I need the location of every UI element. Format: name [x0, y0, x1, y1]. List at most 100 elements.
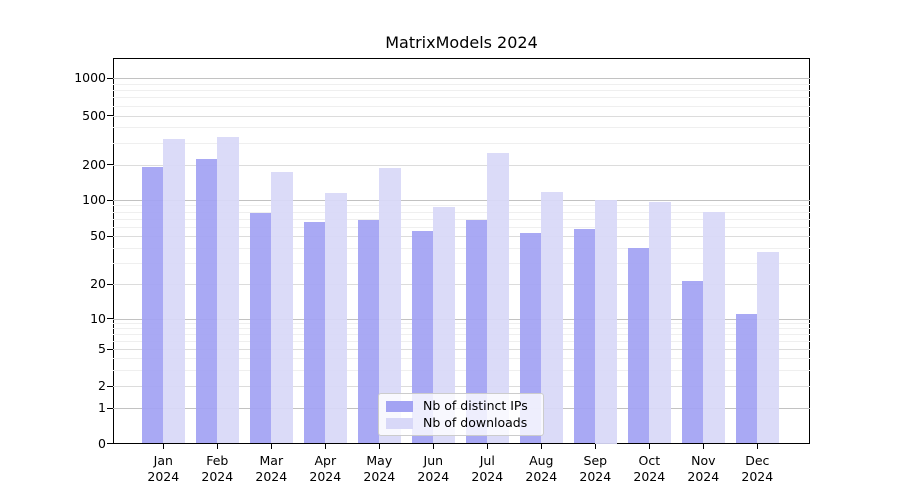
bar-downloads-Apr	[325, 192, 347, 444]
x-tick-label-Mar: Mar 2024	[255, 453, 288, 484]
mid-gridline	[113, 115, 810, 117]
y-tick-label-200: 200	[82, 156, 106, 172]
x-tick-label-Sep: Sep 2024	[579, 453, 612, 484]
x-tick-label-Oct: Oct 2024	[633, 453, 666, 484]
bar-distinct-ips-Apr	[303, 222, 326, 444]
x-tick-mark	[162, 444, 164, 449]
y-tick-mark	[107, 348, 113, 350]
minor-gridline	[113, 323, 810, 325]
legend-item-distinct-ips: Nb of distinct IPs	[379, 399, 543, 413]
bar-distinct-ips-Nov	[681, 281, 704, 444]
bar-downloads-Mar	[271, 172, 293, 444]
legend-label-distinct-ips: Nb of distinct IPs	[423, 398, 528, 413]
minor-gridline	[113, 328, 810, 330]
y-tick-mark	[107, 443, 113, 445]
bar-distinct-ips-Jul	[465, 220, 488, 444]
y-tick-mark	[107, 199, 113, 201]
x-tick-label-Jan: Jan 2024	[147, 453, 180, 484]
legend: Nb of distinct IPs Nb of downloads	[378, 393, 544, 436]
y-tick-label-500: 500	[82, 107, 106, 123]
bar-distinct-ips-Sep	[573, 229, 596, 444]
x-tick-label-Aug: Aug 2024	[525, 453, 558, 484]
y-tick-mark	[107, 318, 113, 320]
y-tick-mark	[107, 77, 113, 79]
bar-distinct-ips-Jun	[411, 231, 434, 444]
x-tick-mark	[486, 444, 488, 449]
x-tick-label-May: May 2024	[363, 453, 396, 484]
y-tick-label-20: 20	[90, 276, 106, 291]
minor-gridline	[113, 205, 810, 207]
bar-distinct-ips-Dec	[735, 313, 758, 444]
x-tick-label-Jul: Jul 2024	[471, 453, 504, 484]
bar-distinct-ips-Oct	[627, 247, 650, 444]
minor-gridline	[113, 262, 810, 264]
bar-distinct-ips-Feb	[195, 159, 218, 444]
x-tick-mark	[378, 444, 380, 449]
x-tick-mark	[540, 444, 542, 449]
y-tick-label-5: 5	[98, 341, 106, 356]
minor-gridline	[113, 334, 810, 336]
mid-gridline	[113, 284, 810, 285]
y-tick-label-1000: 1000	[74, 70, 106, 85]
y-tick-mark	[107, 385, 113, 387]
x-tick-mark	[270, 444, 272, 449]
minor-gridline	[113, 369, 810, 371]
chart-title: MatrixModels 2024	[385, 33, 538, 52]
bar-distinct-ips-May	[357, 220, 380, 444]
bar-downloads-Jun	[433, 206, 455, 444]
legend-swatch-downloads	[386, 417, 413, 429]
bar-distinct-ips-Jan	[141, 167, 164, 444]
bar-distinct-ips-Mar	[249, 212, 272, 444]
mid-gridline	[113, 164, 810, 166]
minor-gridline	[113, 127, 810, 129]
x-tick-label-Nov: Nov 2024	[687, 453, 720, 484]
y-tick-label-10: 10	[90, 310, 106, 326]
bar-downloads-May	[379, 168, 401, 444]
bar-downloads-Jan	[163, 138, 185, 444]
y-tick-mark	[107, 164, 113, 166]
minor-gridline	[113, 90, 810, 92]
y-tick-label-50: 50	[90, 228, 106, 243]
y-tick-mark	[107, 235, 113, 237]
y-tick-label-100: 100	[82, 192, 106, 207]
minor-gridline	[113, 211, 810, 213]
bar-downloads-Jul	[487, 152, 509, 444]
x-tick-label-Jun: Jun 2024	[417, 453, 450, 484]
x-tick-mark	[702, 444, 704, 449]
minor-gridline	[113, 97, 810, 99]
x-tick-mark	[324, 444, 326, 449]
minor-gridline	[113, 142, 810, 144]
plot-area	[113, 58, 810, 444]
legend-swatch-distinct-ips	[386, 400, 413, 412]
bar-downloads-Dec	[757, 251, 779, 444]
y-tick-mark	[107, 407, 113, 409]
major-gridline	[113, 318, 810, 320]
minor-gridline	[113, 218, 810, 220]
y-tick-label-1: 1	[98, 400, 106, 415]
bar-downloads-Feb	[217, 136, 239, 444]
mid-gridline	[113, 386, 810, 387]
major-gridline	[113, 78, 810, 79]
x-tick-label-Feb: Feb 2024	[201, 453, 234, 484]
x-tick-mark	[648, 444, 650, 449]
y-tick-mark	[107, 283, 113, 285]
bar-downloads-Oct	[649, 201, 671, 444]
bar-downloads-Sep	[595, 200, 617, 444]
x-tick-mark	[594, 444, 596, 449]
major-gridline	[113, 200, 810, 201]
y-tick-mark	[107, 115, 113, 117]
legend-item-downloads: Nb of downloads	[379, 416, 543, 430]
minor-gridline	[113, 358, 810, 359]
legend-label-downloads: Nb of downloads	[423, 415, 528, 430]
x-tick-mark	[216, 444, 218, 449]
minor-gridline	[113, 247, 810, 249]
x-tick-mark	[432, 444, 434, 449]
minor-gridline	[113, 340, 810, 342]
x-tick-label-Apr: Apr 2024	[309, 453, 342, 484]
bar-downloads-Nov	[703, 212, 725, 444]
minor-gridline	[113, 226, 810, 228]
bar-downloads-Aug	[541, 191, 563, 444]
x-tick-label-Dec: Dec 2024	[741, 453, 774, 484]
y-tick-label-0: 0	[98, 435, 106, 451]
